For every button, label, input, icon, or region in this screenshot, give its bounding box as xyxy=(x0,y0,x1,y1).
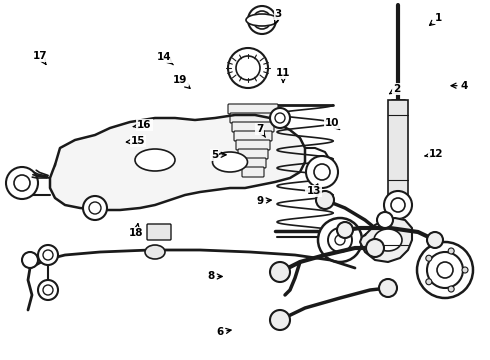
Text: 9: 9 xyxy=(256,196,271,206)
Circle shape xyxy=(337,222,353,238)
Text: 10: 10 xyxy=(325,118,340,130)
Circle shape xyxy=(427,232,443,248)
Ellipse shape xyxy=(246,14,278,26)
Circle shape xyxy=(379,279,397,297)
FancyBboxPatch shape xyxy=(236,140,270,150)
Circle shape xyxy=(448,286,454,292)
Circle shape xyxy=(437,262,453,278)
Circle shape xyxy=(275,113,285,123)
Circle shape xyxy=(253,11,271,29)
FancyBboxPatch shape xyxy=(242,167,264,177)
Circle shape xyxy=(270,310,290,330)
Circle shape xyxy=(270,108,290,128)
Circle shape xyxy=(236,56,260,80)
Text: 15: 15 xyxy=(126,136,146,146)
Text: 19: 19 xyxy=(173,75,190,89)
Text: 1: 1 xyxy=(430,13,442,26)
Circle shape xyxy=(14,175,30,191)
Circle shape xyxy=(366,239,384,257)
Circle shape xyxy=(462,267,468,273)
FancyBboxPatch shape xyxy=(240,158,266,168)
FancyBboxPatch shape xyxy=(230,113,276,123)
Ellipse shape xyxy=(145,245,165,259)
Circle shape xyxy=(377,212,393,228)
Text: 12: 12 xyxy=(425,149,443,159)
Text: 8: 8 xyxy=(207,271,222,282)
Text: 2: 2 xyxy=(390,84,400,94)
Circle shape xyxy=(316,191,334,209)
Circle shape xyxy=(43,285,53,295)
Circle shape xyxy=(22,252,38,268)
Text: 7: 7 xyxy=(256,124,266,137)
Circle shape xyxy=(391,198,405,212)
Circle shape xyxy=(426,255,432,261)
Circle shape xyxy=(328,228,352,252)
FancyBboxPatch shape xyxy=(232,122,274,132)
Circle shape xyxy=(314,164,330,180)
Ellipse shape xyxy=(374,229,402,251)
Circle shape xyxy=(43,250,53,260)
Circle shape xyxy=(270,262,290,282)
FancyBboxPatch shape xyxy=(234,131,272,141)
Polygon shape xyxy=(50,115,305,210)
Circle shape xyxy=(426,279,432,285)
Circle shape xyxy=(38,245,58,265)
FancyBboxPatch shape xyxy=(147,224,171,240)
Text: 18: 18 xyxy=(129,224,144,238)
Text: 3: 3 xyxy=(274,9,282,23)
Circle shape xyxy=(448,248,454,254)
Text: 17: 17 xyxy=(33,51,48,64)
Circle shape xyxy=(89,202,101,214)
FancyBboxPatch shape xyxy=(388,100,408,195)
FancyBboxPatch shape xyxy=(238,149,268,159)
Circle shape xyxy=(384,191,412,219)
Circle shape xyxy=(258,16,266,24)
Polygon shape xyxy=(360,218,412,262)
Text: 11: 11 xyxy=(276,68,291,82)
FancyBboxPatch shape xyxy=(228,104,278,114)
Circle shape xyxy=(248,6,276,34)
Text: 6: 6 xyxy=(216,327,231,337)
Text: 14: 14 xyxy=(157,52,173,65)
Text: 4: 4 xyxy=(451,81,468,91)
Circle shape xyxy=(38,280,58,300)
Ellipse shape xyxy=(135,149,175,171)
Circle shape xyxy=(306,156,338,188)
Text: 13: 13 xyxy=(306,184,321,196)
Text: 16: 16 xyxy=(133,120,152,130)
Circle shape xyxy=(318,218,362,262)
Text: 5: 5 xyxy=(211,150,226,160)
Circle shape xyxy=(6,167,38,199)
Ellipse shape xyxy=(213,152,247,172)
Circle shape xyxy=(417,242,473,298)
Circle shape xyxy=(228,48,268,88)
Circle shape xyxy=(83,196,107,220)
Circle shape xyxy=(335,235,345,245)
Circle shape xyxy=(427,252,463,288)
